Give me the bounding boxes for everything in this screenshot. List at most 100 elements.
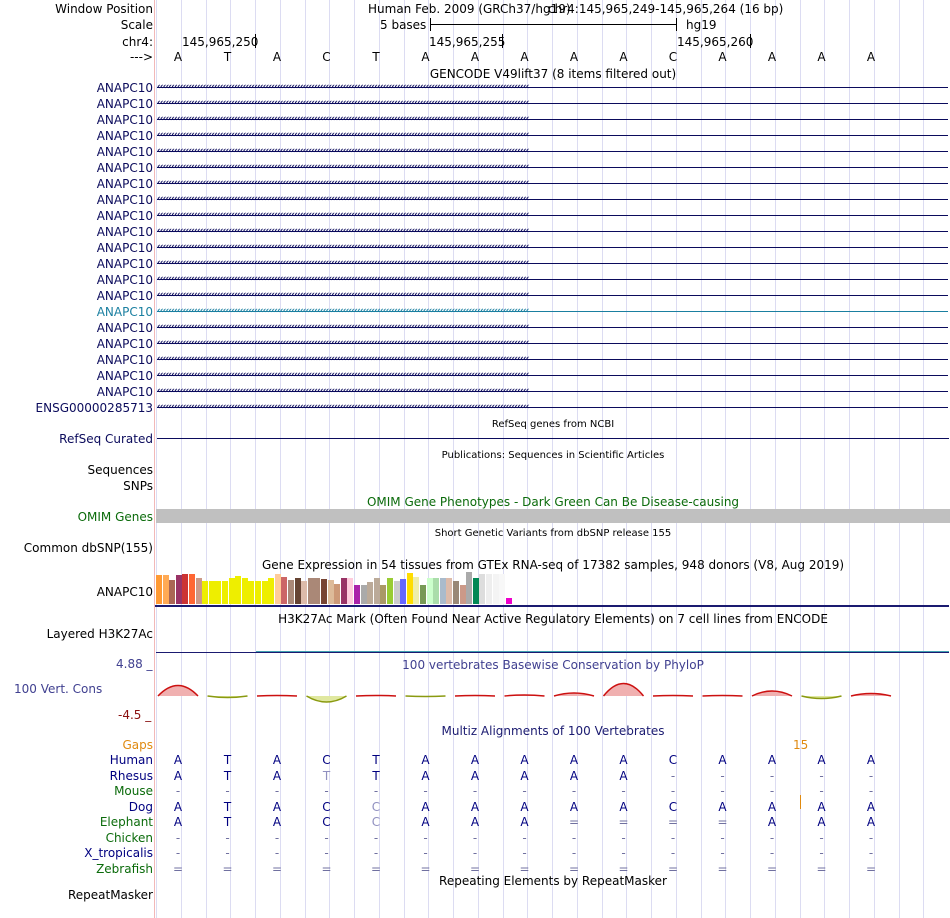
gencode-gene-label[interactable]: ANAPC10	[96, 97, 153, 111]
dbsnp-label[interactable]: Common dbSNP(155)	[23, 541, 153, 555]
gtex-tissue-bar[interactable]	[459, 585, 466, 604]
gtex-tissue-bar[interactable]	[373, 578, 380, 604]
gtex-tissue-bar[interactable]	[466, 572, 473, 604]
h3k27ac-label[interactable]: Layered H3K27Ac	[46, 627, 153, 641]
gtex-tissue-bar[interactable]	[235, 576, 242, 604]
species-label[interactable]: Mouse	[114, 784, 153, 798]
gencode-gene-feature[interactable]: ‹‹‹‹‹‹‹‹‹‹‹‹‹‹‹‹‹‹‹‹‹‹‹‹‹‹‹‹‹‹‹‹‹‹‹‹‹‹‹‹…	[157, 352, 948, 368]
gtex-tissue-bar[interactable]	[195, 578, 202, 604]
gencode-gene-label[interactable]: ANAPC10	[96, 177, 153, 191]
gtex-tissue-bar[interactable]	[400, 579, 407, 604]
gtex-tissue-bar[interactable]	[182, 574, 189, 604]
omim-bar[interactable]	[156, 509, 950, 523]
gencode-gene-label[interactable]: ANAPC10	[96, 289, 153, 303]
gencode-gene-feature[interactable]: ‹‹‹‹‹‹‹‹‹‹‹‹‹‹‹‹‹‹‹‹‹‹‹‹‹‹‹‹‹‹‹‹‹‹‹‹‹‹‹‹…	[157, 112, 948, 128]
species-label[interactable]: Elephant	[99, 815, 153, 829]
gencode-gene-label[interactable]: ANAPC10	[96, 209, 153, 223]
gencode-gene-label[interactable]: ANAPC10	[96, 129, 153, 143]
gtex-tissue-bar[interactable]	[360, 585, 367, 604]
gtex-tissue-bar[interactable]	[426, 578, 433, 604]
gtex-tissue-bar[interactable]	[294, 578, 301, 604]
gencode-gene-feature[interactable]: ‹‹‹‹‹‹‹‹‹‹‹‹‹‹‹‹‹‹‹‹‹‹‹‹‹‹‹‹‹‹‹‹‹‹‹‹‹‹‹‹…	[157, 336, 948, 352]
gtex-tissue-bar[interactable]	[314, 578, 321, 604]
gencode-gene-label[interactable]: ANAPC10	[96, 337, 153, 351]
species-label[interactable]: X_tropicalis	[84, 846, 153, 860]
gtex-tissue-bar[interactable]	[406, 573, 413, 604]
gencode-gene-feature[interactable]: ‹‹‹‹‹‹‹‹‹‹‹‹‹‹‹‹‹‹‹‹‹‹‹‹‹‹‹‹‹‹‹‹‹‹‹‹‹‹‹‹…	[157, 288, 948, 304]
snps-label[interactable]: SNPs	[123, 479, 153, 493]
gencode-gene-feature[interactable]: ‹‹‹‹‹‹‹‹‹‹‹‹‹‹‹‹‹‹‹‹‹‹‹‹‹‹‹‹‹‹‹‹‹‹‹‹‹‹‹‹…	[157, 384, 948, 400]
gencode-gene-label[interactable]: ANAPC10	[96, 385, 153, 399]
species-label[interactable]: Chicken	[105, 830, 153, 845]
gtex-tissue-bar[interactable]	[446, 578, 453, 604]
gtex-tissue-bar[interactable]	[479, 574, 486, 604]
gtex-tissue-bar[interactable]	[261, 581, 268, 604]
gencode-gene-feature[interactable]: ‹‹‹‹‹‹‹‹‹‹‹‹‹‹‹‹‹‹‹‹‹‹‹‹‹‹‹‹‹‹‹‹‹‹‹‹‹‹‹‹…	[157, 176, 948, 192]
gencode-gene-label[interactable]: ANAPC10	[96, 257, 153, 271]
gtex-tissue-bar[interactable]	[162, 575, 169, 604]
species-label[interactable]: Dog	[128, 799, 153, 814]
phylop-label[interactable]: 100 Vert. Cons	[14, 682, 103, 696]
gtex-tissue-bar[interactable]	[268, 578, 275, 604]
gtex-tissue-bar[interactable]	[486, 574, 492, 604]
gtex-label[interactable]: ANAPC10	[96, 585, 153, 599]
gencode-gene-feature[interactable]: ‹‹‹‹‹‹‹‹‹‹‹‹‹‹‹‹‹‹‹‹‹‹‹‹‹‹‹‹‹‹‹‹‹‹‹‹‹‹‹‹…	[157, 304, 948, 320]
gtex-tissue-bar[interactable]	[347, 578, 354, 604]
gtex-tissue-bar[interactable]	[492, 574, 499, 604]
gencode-gene-label[interactable]: ANAPC10	[96, 113, 153, 127]
species-label[interactable]: Zebrafish	[96, 861, 153, 876]
gencode-gene-feature[interactable]: ‹‹‹‹‹‹‹‹‹‹‹‹‹‹‹‹‹‹‹‹‹‹‹‹‹‹‹‹‹‹‹‹‹‹‹‹‹‹‹‹…	[157, 96, 948, 112]
gencode-gene-feature[interactable]: ‹‹‹‹‹‹‹‹‹‹‹‹‹‹‹‹‹‹‹‹‹‹‹‹‹‹‹‹‹‹‹‹‹‹‹‹‹‹‹‹…	[157, 192, 948, 208]
gencode-gene-feature[interactable]: ‹‹‹‹‹‹‹‹‹‹‹‹‹‹‹‹‹‹‹‹‹‹‹‹‹‹‹‹‹‹‹‹‹‹‹‹‹‹‹‹…	[157, 320, 948, 336]
gencode-gene-feature[interactable]: ‹‹‹‹‹‹‹‹‹‹‹‹‹‹‹‹‹‹‹‹‹‹‹‹‹‹‹‹‹‹‹‹‹‹‹‹‹‹‹‹…	[157, 256, 948, 272]
gtex-tissue-bar[interactable]	[255, 581, 261, 604]
gtex-tissue-bar[interactable]	[393, 581, 400, 604]
gencode-gene-label[interactable]: ANAPC10	[96, 353, 153, 367]
gtex-tissue-bar[interactable]	[334, 584, 341, 604]
gtex-tissue-bar[interactable]	[453, 581, 459, 604]
gencode-gene-label[interactable]: ANAPC10	[96, 225, 153, 239]
species-label[interactable]: Rhesus	[109, 768, 153, 783]
gtex-tissue-bar[interactable]	[175, 575, 182, 604]
gtex-tissue-bar[interactable]	[202, 581, 209, 604]
species-label[interactable]: Human	[109, 753, 153, 767]
gtex-tissue-bar[interactable]	[208, 581, 215, 604]
gtex-tissue-bar[interactable]	[380, 585, 387, 604]
gtex-tissue-bar[interactable]	[222, 581, 228, 604]
gtex-tissue-bar[interactable]	[420, 585, 426, 604]
gencode-gene-feature[interactable]: ‹‹‹‹‹‹‹‹‹‹‹‹‹‹‹‹‹‹‹‹‹‹‹‹‹‹‹‹‹‹‹‹‹‹‹‹‹‹‹‹…	[157, 400, 948, 416]
gencode-gene-feature[interactable]: ‹‹‹‹‹‹‹‹‹‹‹‹‹‹‹‹‹‹‹‹‹‹‹‹‹‹‹‹‹‹‹‹‹‹‹‹‹‹‹‹…	[157, 368, 948, 384]
gtex-tissue-bar[interactable]	[367, 582, 374, 604]
gencode-gene-label[interactable]: ANAPC10	[96, 369, 153, 383]
gtex-tissue-bar[interactable]	[327, 580, 334, 604]
refseq-gene-line[interactable]	[157, 438, 949, 439]
repeatmasker-label[interactable]: RepeatMasker	[67, 888, 153, 902]
gtex-tissue-bar[interactable]	[288, 580, 294, 604]
gtex-tissue-bar[interactable]	[281, 577, 288, 604]
gtex-tissue-bar[interactable]	[307, 578, 314, 604]
omim-label[interactable]: OMIM Genes	[77, 510, 153, 524]
gtex-tissue-bar[interactable]	[301, 581, 308, 604]
gaps-label[interactable]: Gaps	[122, 738, 153, 752]
gtex-tissue-bar[interactable]	[321, 579, 327, 604]
gtex-tissue-bar[interactable]	[433, 578, 440, 604]
gencode-gene-label[interactable]: ANAPC10	[96, 161, 153, 175]
gencode-gene-feature[interactable]: ‹‹‹‹‹‹‹‹‹‹‹‹‹‹‹‹‹‹‹‹‹‹‹‹‹‹‹‹‹‹‹‹‹‹‹‹‹‹‹‹…	[157, 224, 948, 240]
gtex-tissue-bar[interactable]	[354, 585, 360, 604]
gencode-gene-label[interactable]: ENSG00000285713	[35, 401, 153, 415]
gtex-tissue-bar[interactable]	[505, 598, 512, 604]
gencode-gene-feature[interactable]: ‹‹‹‹‹‹‹‹‹‹‹‹‹‹‹‹‹‹‹‹‹‹‹‹‹‹‹‹‹‹‹‹‹‹‹‹‹‹‹‹…	[157, 240, 948, 256]
gtex-tissue-bar[interactable]	[499, 574, 506, 604]
gtex-tissue-bar[interactable]	[189, 574, 195, 604]
gtex-tissue-bar[interactable]	[169, 580, 176, 604]
gencode-gene-feature[interactable]: ‹‹‹‹‹‹‹‹‹‹‹‹‹‹‹‹‹‹‹‹‹‹‹‹‹‹‹‹‹‹‹‹‹‹‹‹‹‹‹‹…	[157, 208, 948, 224]
gtex-tissue-bar[interactable]	[156, 575, 162, 604]
gencode-gene-label[interactable]: ANAPC10	[96, 273, 153, 287]
gtex-tissue-bar[interactable]	[413, 577, 420, 604]
gencode-gene-label[interactable]: ANAPC10	[96, 241, 153, 255]
gtex-tissue-bar[interactable]	[439, 578, 446, 604]
gtex-tissue-bar[interactable]	[228, 578, 235, 604]
gencode-gene-feature[interactable]: ‹‹‹‹‹‹‹‹‹‹‹‹‹‹‹‹‹‹‹‹‹‹‹‹‹‹‹‹‹‹‹‹‹‹‹‹‹‹‹‹…	[157, 80, 948, 96]
gtex-tissue-bar[interactable]	[215, 581, 222, 604]
